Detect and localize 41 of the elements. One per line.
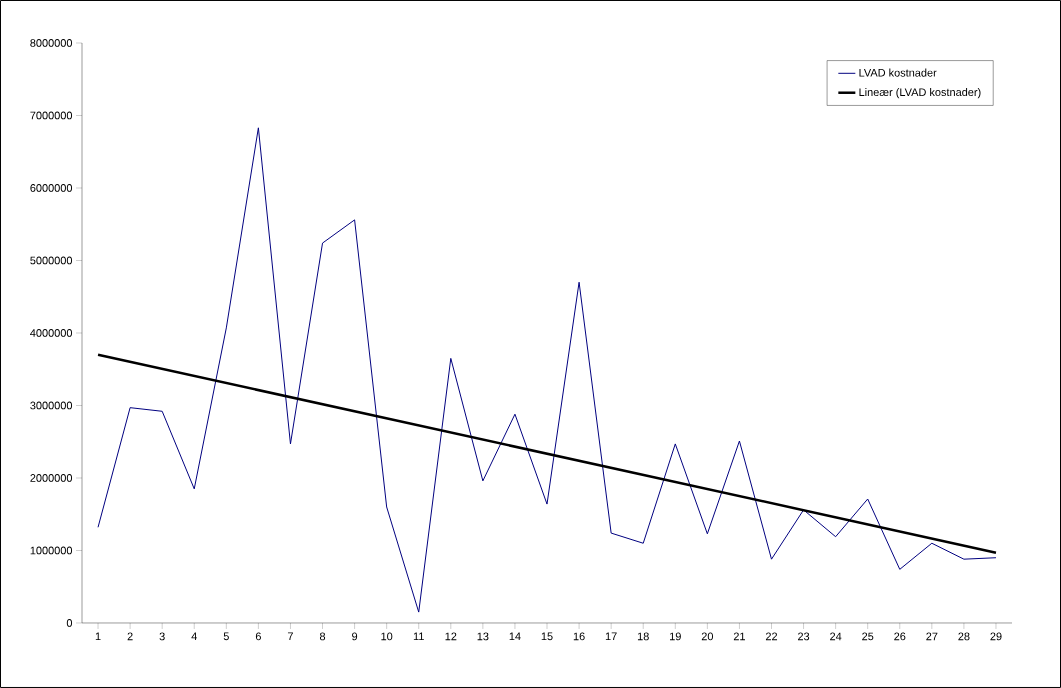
x-tick-label: 19: [670, 632, 681, 641]
x-tick-label: 15: [541, 632, 553, 641]
legend-label: LVAD kostnader: [859, 68, 937, 77]
y-tick-label: 5000000: [30, 256, 73, 265]
x-tick-label: 10: [381, 632, 393, 641]
x-tick-label: 6: [255, 632, 261, 641]
x-tick-label: 7: [287, 632, 293, 641]
y-tick-label: 4000000: [30, 329, 73, 337]
x-tick-label: 18: [637, 632, 649, 641]
x-tick-label: 24: [830, 632, 842, 641]
legend-label: Lineær (LVAD kostnader): [859, 88, 981, 99]
x-tick-label: 17: [605, 632, 617, 641]
x-tick-label: 11: [413, 632, 424, 641]
y-tick-label: 1000000: [30, 546, 73, 555]
y-tick-label: 2000000: [30, 474, 73, 482]
line-series: [97, 127, 997, 613]
y-tick-label: 3000000: [30, 401, 73, 410]
x-tick-label: 13: [477, 632, 489, 641]
x-tick-label: 28: [958, 632, 970, 641]
x-tick-label: 5: [223, 632, 229, 641]
x-tick-label: 21: [733, 632, 745, 641]
x-tick-label: 25: [862, 632, 874, 641]
x-tick-label: 3: [159, 632, 165, 641]
x-tick-label: 26: [894, 632, 906, 641]
x-tick-label: 16: [573, 632, 585, 641]
x-tick-label: 1: [95, 632, 101, 641]
y-tick-label: 7000000: [30, 111, 73, 120]
x-tick-label: 14: [509, 632, 521, 641]
x-tick-label: 12: [445, 632, 457, 641]
x-tick-label: 2: [127, 632, 133, 641]
y-tick-label: 6000000: [30, 184, 73, 192]
x-tick-label: 29: [990, 632, 1002, 641]
y-tick-label: 8000000: [30, 39, 73, 47]
x-tick-label: 4: [191, 632, 197, 641]
x-tick-label: 9: [352, 632, 358, 641]
x-tick-label: 22: [765, 632, 778, 641]
x-tick-label: 23: [798, 632, 810, 641]
x-tick-label: 8: [319, 632, 326, 641]
x-tick-label: 27: [926, 632, 938, 641]
y-tick-label: 0: [66, 619, 73, 627]
x-tick-label: 20: [701, 632, 714, 641]
